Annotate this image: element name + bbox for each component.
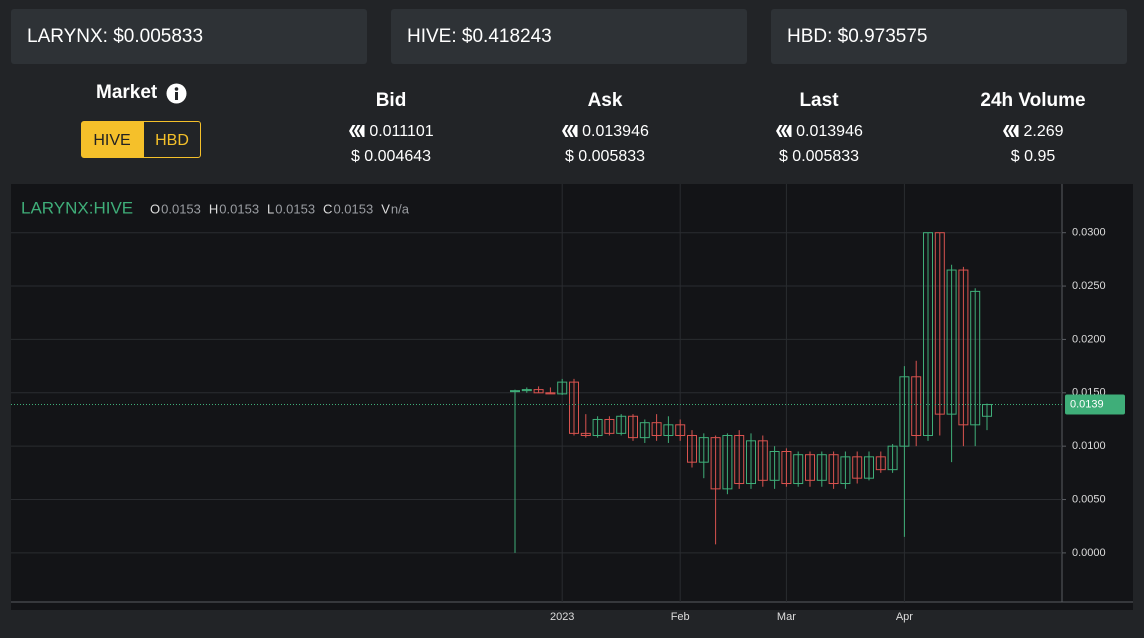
stat-title: 24h Volume: [980, 90, 1086, 111]
market-button[interactable]: HIVE: [81, 121, 143, 158]
candle-body: [510, 390, 520, 393]
candle-body: [592, 418, 603, 436]
candle-body: [911, 376, 922, 436]
y-tick-label: 0.0300: [1072, 227, 1106, 239]
y-tick-label: 0.0100: [1072, 440, 1106, 452]
candle-body: [946, 269, 957, 415]
x-tick-label: Feb: [671, 611, 690, 623]
x-tick-label: 2023: [550, 611, 574, 623]
candle-body: [864, 456, 874, 479]
legend-value: 0.0153: [275, 201, 315, 216]
candle-body: [687, 434, 697, 463]
ticker-card: HIVE: $0.418243: [391, 9, 747, 64]
candle-body: [852, 456, 863, 479]
candle-body: [580, 432, 591, 436]
y-tick-label: 0.0250: [1072, 280, 1106, 292]
market-button[interactable]: HBD: [143, 121, 201, 158]
candle-body: [781, 451, 792, 485]
candle-body: [722, 434, 733, 490]
candle-body: [604, 418, 615, 434]
candle-body: [934, 232, 945, 415]
stat-hive-value: 2.269: [1023, 123, 1064, 140]
legend-key: O: [150, 201, 160, 216]
stat-usd: $ 0.005833: [564, 148, 646, 165]
stat-hive-value: 0.013946: [796, 123, 863, 140]
ticker-card: LARYNX: $0.005833: [11, 9, 367, 64]
x-tick-label: Apr: [896, 611, 913, 623]
candle-body: [675, 424, 686, 436]
candle-body: [746, 440, 756, 485]
last-price-tag: [1065, 394, 1125, 415]
last-price-label: 0.0139: [1070, 398, 1104, 410]
stat-hive-value: 0.011101: [369, 123, 434, 140]
stat-hive: 0.011101: [291, 123, 491, 141]
x-tick-label: Mar: [777, 611, 796, 623]
info-icon[interactable]: [166, 83, 187, 104]
y-tick-label: 0.0200: [1072, 333, 1106, 345]
candle-body: [545, 392, 556, 395]
candle-body: [569, 381, 579, 434]
legend-key: C: [323, 201, 332, 216]
y-tick-label: 0.0000: [1072, 547, 1106, 559]
candle-body: [639, 422, 650, 439]
stat-title: Bid: [375, 90, 407, 111]
candle-body: [958, 269, 969, 426]
candle-body: [698, 437, 709, 463]
legend-value: n/a: [391, 201, 410, 216]
stat-title: Last: [799, 90, 839, 111]
candle-body: [710, 437, 721, 490]
stat-hive: 0.013946: [505, 123, 705, 141]
legend-key: H: [209, 201, 218, 216]
candle-body: [557, 381, 568, 395]
candle-body: [651, 422, 662, 436]
ticker-card: HBD: $0.973575: [771, 9, 1127, 64]
candle-body: [757, 440, 768, 481]
legend-key: L: [267, 201, 274, 216]
stat-hive: 2.269: [933, 123, 1133, 141]
stat-usd: $ 0.005833: [778, 148, 860, 165]
stat-usd: $ 0.95: [1010, 148, 1056, 165]
hive-icon: [562, 125, 578, 137]
chart-panel: [11, 184, 1133, 610]
stat-hive: 0.013946: [719, 123, 919, 141]
legend-value: 0.0153: [161, 201, 201, 216]
market-label: Market: [96, 82, 158, 103]
hive-icon: [776, 125, 792, 137]
candle-body: [769, 451, 780, 481]
candle-body: [734, 434, 745, 485]
candle-body: [970, 290, 981, 426]
candle-body: [887, 445, 898, 471]
candle-body: [899, 376, 910, 447]
stat-title: Ask: [587, 90, 623, 111]
legend-value: 0.0153: [219, 201, 259, 216]
candle-body: [875, 456, 886, 471]
candle-body: [663, 424, 674, 436]
legend-key: V: [381, 201, 390, 216]
candle-body: [628, 415, 638, 439]
stat-usd: $ 0.004643: [350, 148, 432, 165]
hive-icon: [1003, 125, 1019, 137]
candle-body: [828, 454, 839, 485]
stat-hive-value: 0.013946: [582, 123, 649, 140]
candle-body: [805, 454, 815, 481]
candle-body: [533, 389, 544, 394]
legend-value: 0.0153: [333, 201, 373, 216]
hive-icon: [349, 125, 365, 137]
candle-body: [816, 454, 827, 481]
chart-title: LARYNX:HIVE: [21, 198, 133, 217]
candle-body: [840, 456, 851, 485]
y-tick-label: 0.0050: [1072, 493, 1106, 505]
candle-body: [793, 454, 804, 485]
candle-body: [616, 415, 627, 434]
candle-body: [923, 232, 933, 436]
candle-body: [521, 389, 532, 392]
